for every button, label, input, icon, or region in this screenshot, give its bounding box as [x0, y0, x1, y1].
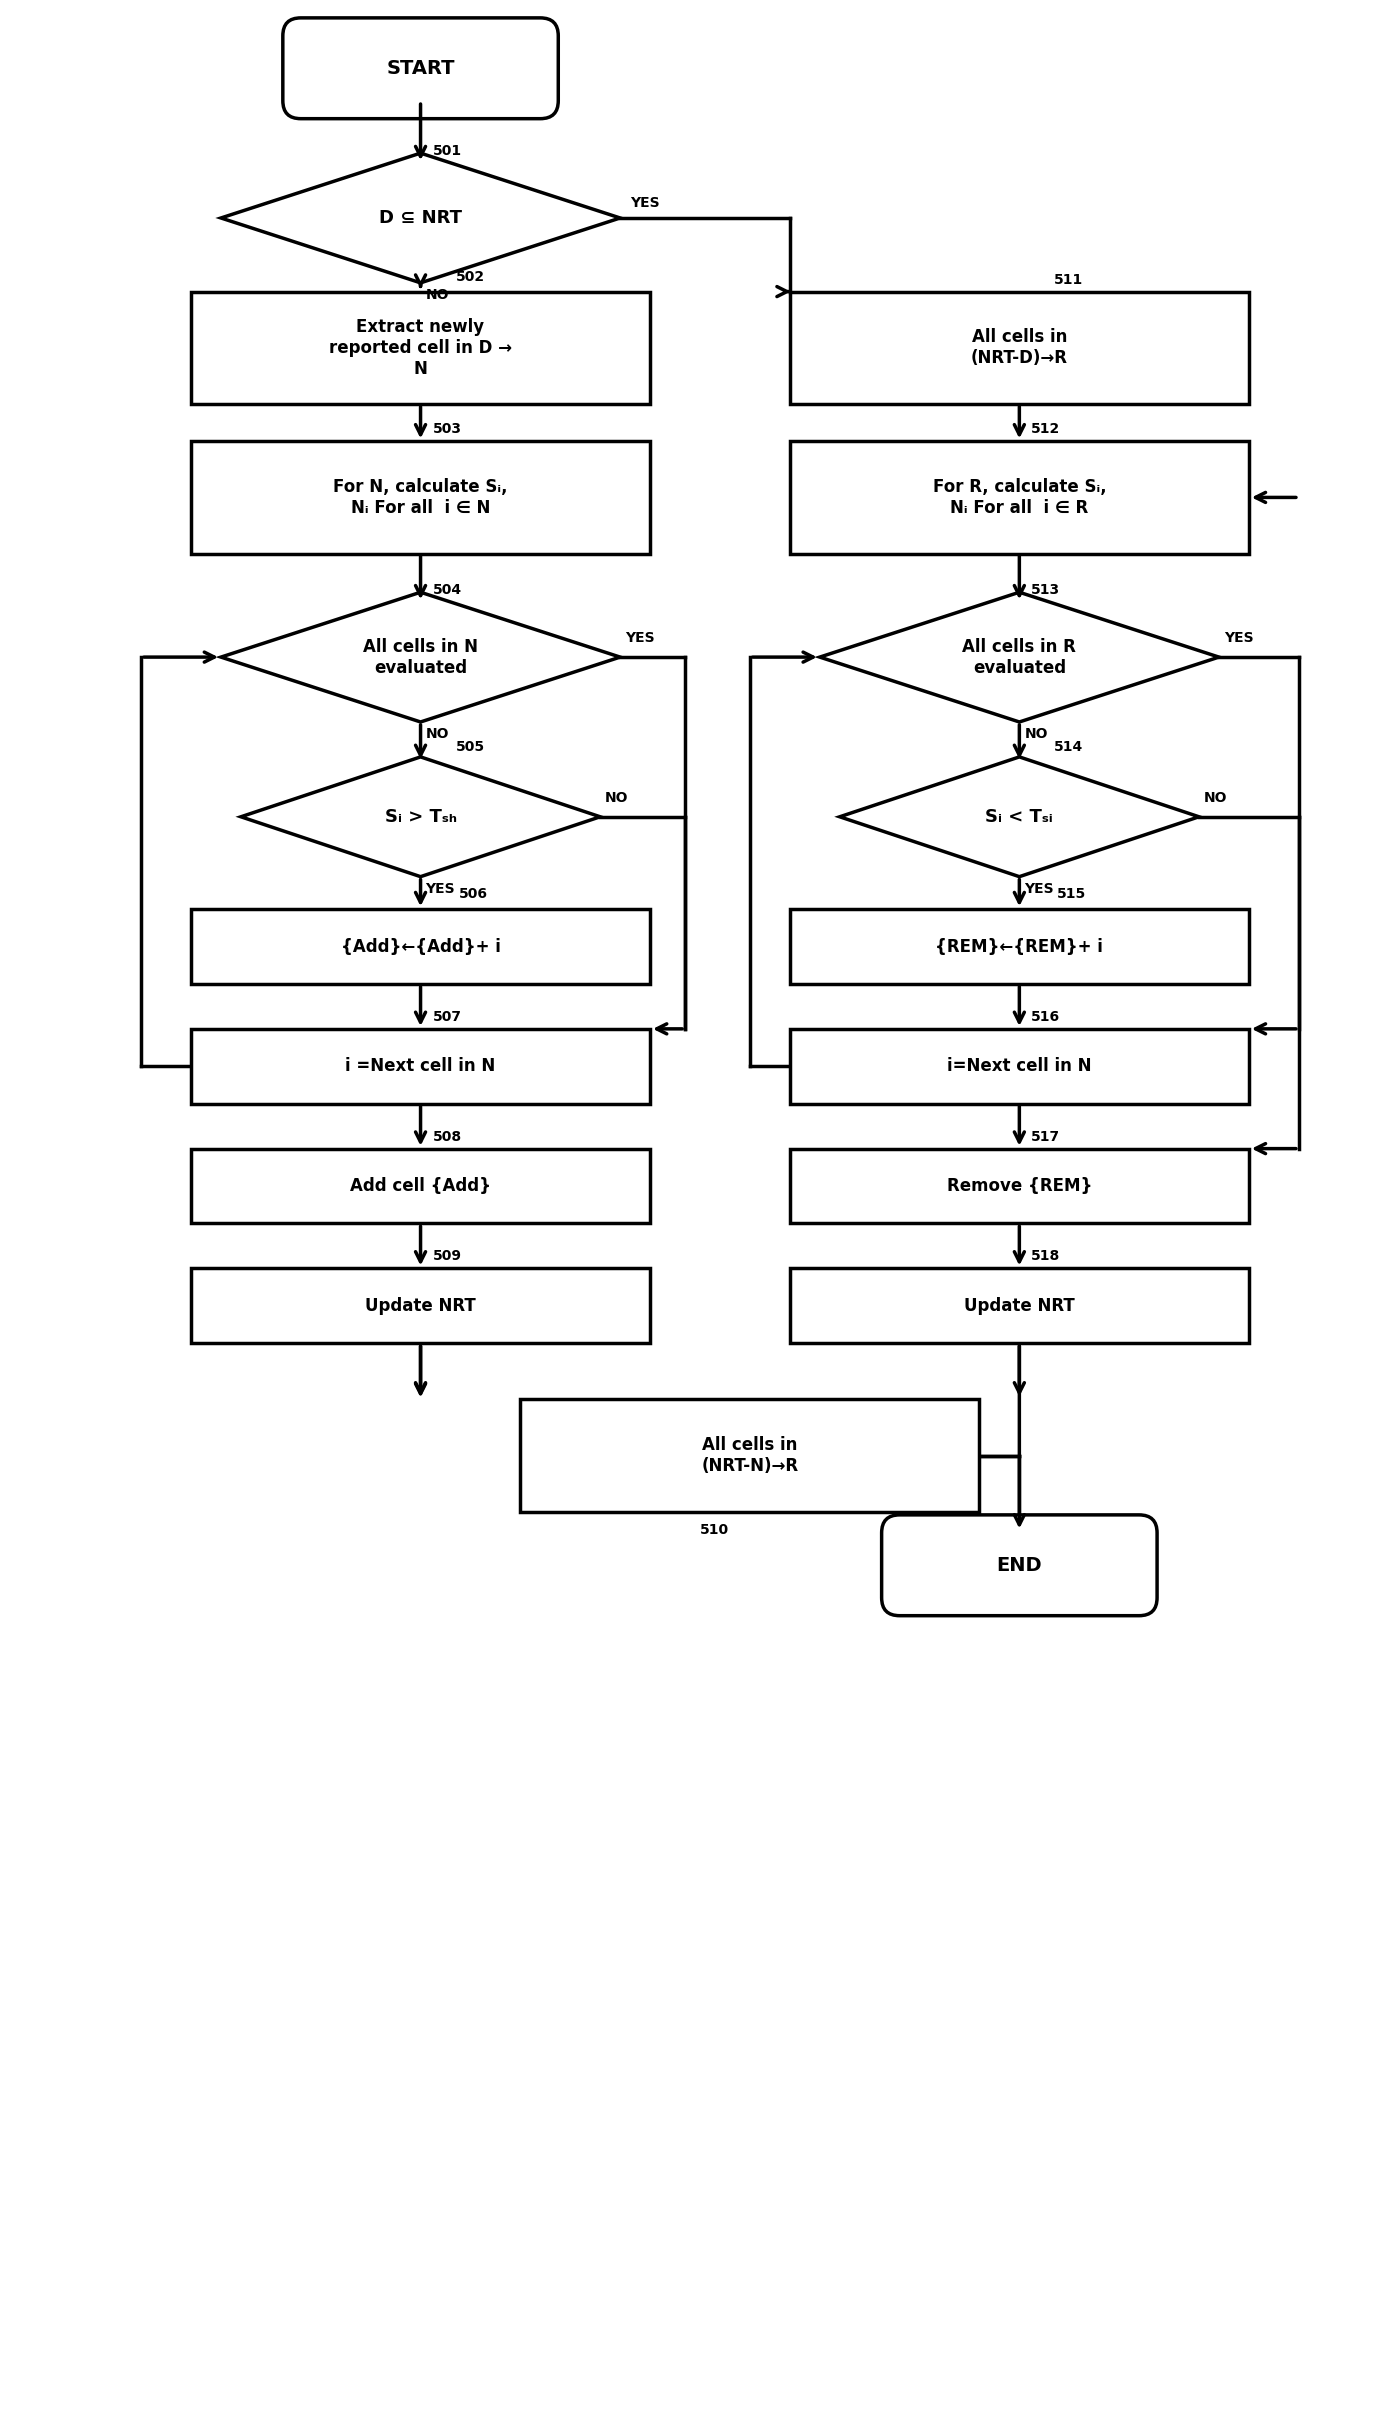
- Text: Update NRT: Update NRT: [965, 1297, 1075, 1314]
- Text: 509: 509: [433, 1249, 462, 1264]
- Text: YES: YES: [1224, 631, 1254, 645]
- Text: 517: 517: [1031, 1131, 1061, 1143]
- Text: i=Next cell in N: i=Next cell in N: [947, 1058, 1091, 1075]
- Bar: [521, 1399, 980, 1512]
- Text: YES: YES: [1025, 882, 1054, 896]
- Bar: [789, 442, 1249, 553]
- Text: 502: 502: [455, 271, 484, 283]
- Text: 510: 510: [700, 1522, 729, 1537]
- Text: END: END: [997, 1556, 1043, 1575]
- Text: 503: 503: [433, 423, 462, 437]
- Text: NO: NO: [426, 288, 450, 302]
- Polygon shape: [221, 152, 621, 283]
- Text: NO: NO: [426, 727, 450, 742]
- Bar: [789, 1268, 1249, 1343]
- Text: For N, calculate Sᵢ,
Nᵢ For all  i ∈ N: For N, calculate Sᵢ, Nᵢ For all i ∈ N: [333, 478, 508, 517]
- Text: 505: 505: [455, 739, 484, 754]
- Text: 511: 511: [1054, 273, 1083, 288]
- Text: 516: 516: [1031, 1010, 1061, 1024]
- Text: All cells in N
evaluated: All cells in N evaluated: [363, 638, 477, 676]
- Bar: [191, 908, 650, 983]
- Polygon shape: [241, 756, 600, 877]
- Polygon shape: [839, 756, 1199, 877]
- FancyBboxPatch shape: [283, 17, 558, 118]
- Polygon shape: [221, 592, 621, 722]
- Text: All cells in
(NRT-D)→R: All cells in (NRT-D)→R: [970, 329, 1068, 367]
- Text: All cells in
(NRT-N)→R: All cells in (NRT-N)→R: [702, 1435, 799, 1474]
- Bar: [789, 292, 1249, 403]
- Text: Extract newly
reported cell in D →
N: Extract newly reported cell in D → N: [329, 319, 512, 377]
- Text: {Add}←{Add}+ i: {Add}←{Add}+ i: [341, 937, 501, 954]
- Bar: [191, 442, 650, 553]
- Text: For R, calculate Sᵢ,
Nᵢ For all  i ∈ R: For R, calculate Sᵢ, Nᵢ For all i ∈ R: [933, 478, 1107, 517]
- FancyBboxPatch shape: [881, 1515, 1157, 1616]
- Text: 504: 504: [433, 582, 462, 597]
- Text: i =Next cell in N: i =Next cell in N: [345, 1058, 496, 1075]
- Bar: [191, 1268, 650, 1343]
- Text: NO: NO: [606, 790, 629, 805]
- Text: Add cell {Add}: Add cell {Add}: [349, 1177, 491, 1196]
- Bar: [191, 1148, 650, 1222]
- Text: YES: YES: [625, 631, 654, 645]
- Text: NO: NO: [1204, 790, 1228, 805]
- Text: 515: 515: [1058, 887, 1087, 901]
- Text: YES: YES: [426, 882, 455, 896]
- Text: NO: NO: [1025, 727, 1048, 742]
- Text: 501: 501: [433, 145, 462, 157]
- Polygon shape: [820, 592, 1219, 722]
- Text: 506: 506: [458, 887, 487, 901]
- Text: 513: 513: [1031, 582, 1061, 597]
- Bar: [789, 1029, 1249, 1104]
- Bar: [191, 292, 650, 403]
- Text: START: START: [387, 58, 455, 77]
- Text: 518: 518: [1031, 1249, 1061, 1264]
- Text: Update NRT: Update NRT: [365, 1297, 476, 1314]
- Bar: [789, 908, 1249, 983]
- Bar: [789, 1148, 1249, 1222]
- Text: D ⊆ NRT: D ⊆ NRT: [379, 208, 462, 227]
- Text: Remove {REM}: Remove {REM}: [947, 1177, 1093, 1196]
- Text: 514: 514: [1054, 739, 1083, 754]
- Text: All cells in R
evaluated: All cells in R evaluated: [962, 638, 1076, 676]
- Bar: [191, 1029, 650, 1104]
- Text: 507: 507: [433, 1010, 462, 1024]
- Text: Sᵢ < Tₛᵢ: Sᵢ < Tₛᵢ: [986, 807, 1054, 826]
- Text: 512: 512: [1031, 423, 1061, 437]
- Text: {REM}←{REM}+ i: {REM}←{REM}+ i: [935, 937, 1104, 954]
- Text: 508: 508: [433, 1131, 462, 1143]
- Text: Sᵢ > Tₛₕ: Sᵢ > Tₛₕ: [384, 807, 457, 826]
- Text: YES: YES: [631, 196, 660, 210]
